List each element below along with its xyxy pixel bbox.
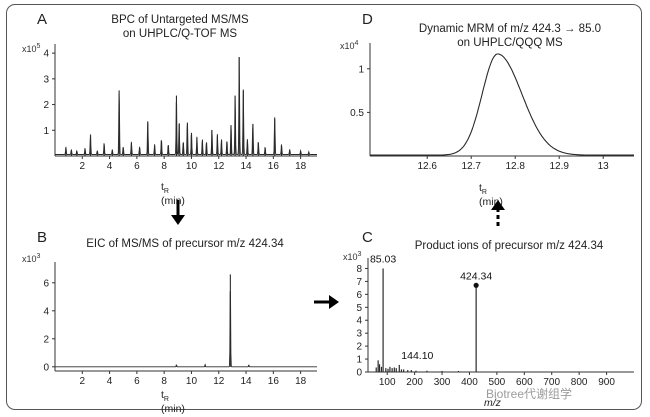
y-tick-label-0: 1 (43, 126, 49, 137)
x-tick-label-3: 8 (161, 161, 167, 172)
panel-b-title-line1: EIC of MS/MS of precursor m/z 424.34 (86, 238, 284, 250)
arrow-b-to-c (314, 295, 339, 309)
x-tick-label-2: 6 (134, 376, 140, 387)
label-144-10: 144.10 (401, 350, 433, 362)
y-tick-label-1: 1 (356, 355, 362, 366)
x-tick-label-8: 18 (295, 161, 307, 172)
label-85-03: 85.03 (370, 253, 396, 265)
x-tick-label-8: 18 (295, 376, 307, 387)
arrow-a-to-b (171, 200, 185, 225)
panel-b-title: EIC of MS/MS of precursor m/z 424.34 (70, 237, 300, 251)
panel-d-title-line1: Dynamic MRM of m/z 424.3 → 85.0 (418, 23, 602, 35)
chromatogram-trace (55, 57, 317, 156)
x-tick-label-0: 100 (379, 377, 396, 388)
x-tick-label-3: 12.9 (549, 161, 569, 172)
x-tick-label-2: 300 (434, 377, 451, 388)
panel-d-y-exponent: x104 (340, 40, 359, 51)
x-tick-label-2: 6 (134, 161, 140, 172)
y-tick-label-7: 7 (356, 277, 362, 288)
panel-b-xlabel: tR (min) (161, 389, 185, 416)
x-tick-label-3: 8 (161, 376, 167, 387)
x-tick-label-6: 14 (240, 161, 252, 172)
x-tick-label-6: 14 (240, 376, 252, 387)
chromatogram-trace (55, 291, 317, 368)
y-tick-label-4: 4 (356, 316, 362, 327)
x-tick-label-5: 600 (516, 377, 533, 388)
y-tick-label-2: 2 (356, 342, 362, 353)
x-tick-label-7: 16 (268, 376, 280, 387)
x-tick-label-4: 10 (186, 376, 198, 387)
y-tick-label-0: 0 (356, 368, 362, 379)
y-tick-label-1: 2 (43, 334, 49, 345)
y-tick-label-6: 6 (356, 290, 362, 301)
panel-c-y-exponent: x103 (343, 251, 362, 262)
x-tick-label-1: 4 (107, 161, 113, 172)
panel-c-title: Product ions of precursor m/z 424.34 (384, 239, 634, 253)
panel-a-y-exponent: x105 (22, 43, 41, 54)
x-tick-label-7: 800 (571, 377, 588, 388)
panel-d-letter: D (362, 11, 373, 28)
panel-c-xlabel: m/z (484, 397, 501, 409)
y-tick-label-3: 6 (43, 278, 49, 289)
x-tick-label-4: 500 (489, 377, 506, 388)
x-tick-label-0: 12.6 (417, 161, 437, 172)
panel-b-y-exponent: x103 (22, 253, 41, 264)
panel-a-title-line1: BPC of Untargeted MS/MS (111, 14, 249, 26)
watermark-text: Biotree代谢组学 (486, 387, 573, 401)
x-tick-label-4: 10 (186, 161, 198, 172)
panel-a-title: BPC of Untargeted MS/MS on UHPLC/Q-TOF M… (70, 13, 290, 41)
panel-d-title: Dynamic MRM of m/z 424.3 → 85.0 on UHPLC… (385, 22, 635, 50)
y-tick-label-0: 0.5 (350, 108, 364, 119)
label-424-34: 424.34 (460, 270, 492, 282)
x-tick-label-3: 400 (461, 377, 478, 388)
y-tick-label-0: 0 (43, 362, 49, 373)
figure-frame (6, 4, 642, 410)
x-tick-label-1: 12.7 (461, 161, 481, 172)
x-tick-label-1: 4 (107, 376, 113, 387)
y-tick-label-3: 4 (43, 49, 49, 60)
y-tick-label-2: 3 (43, 74, 49, 85)
x-tick-label-8: 900 (598, 377, 615, 388)
y-tick-label-8: 8 (356, 264, 362, 275)
panel-a-letter: A (37, 11, 48, 28)
panel-c-letter: C (362, 229, 373, 246)
x-tick-label-1: 200 (406, 377, 423, 388)
x-tick-label-2: 12.8 (505, 161, 525, 172)
y-tick-label-1: 2 (43, 100, 49, 111)
arrow-c-to-d-dashed (491, 200, 505, 226)
x-tick-label-6: 700 (543, 377, 560, 388)
x-tick-label-0: 2 (80, 161, 86, 172)
x-tick-label-4: 13 (598, 161, 610, 172)
panel-a-title-line2: on UHPLC/Q-TOF MS (122, 28, 238, 40)
x-tick-label-5: 12 (213, 161, 225, 172)
y-tick-label-5: 5 (356, 303, 362, 314)
y-tick-label-3: 3 (356, 329, 362, 340)
x-tick-label-0: 2 (80, 376, 86, 387)
panel-b-letter: B (37, 229, 48, 246)
x-tick-label-5: 12 (213, 376, 225, 387)
panel-d-title-line2: on UHPLC/QQQ MS (457, 37, 563, 49)
panel-c-title-line1: Product ions of precursor m/z 424.34 (414, 240, 604, 252)
precursor-marker (473, 282, 479, 288)
mrm-peak-trace (370, 53, 634, 156)
x-tick-label-7: 16 (268, 161, 280, 172)
y-tick-label-2: 4 (43, 306, 49, 317)
y-tick-label-1: 1 (358, 64, 364, 75)
